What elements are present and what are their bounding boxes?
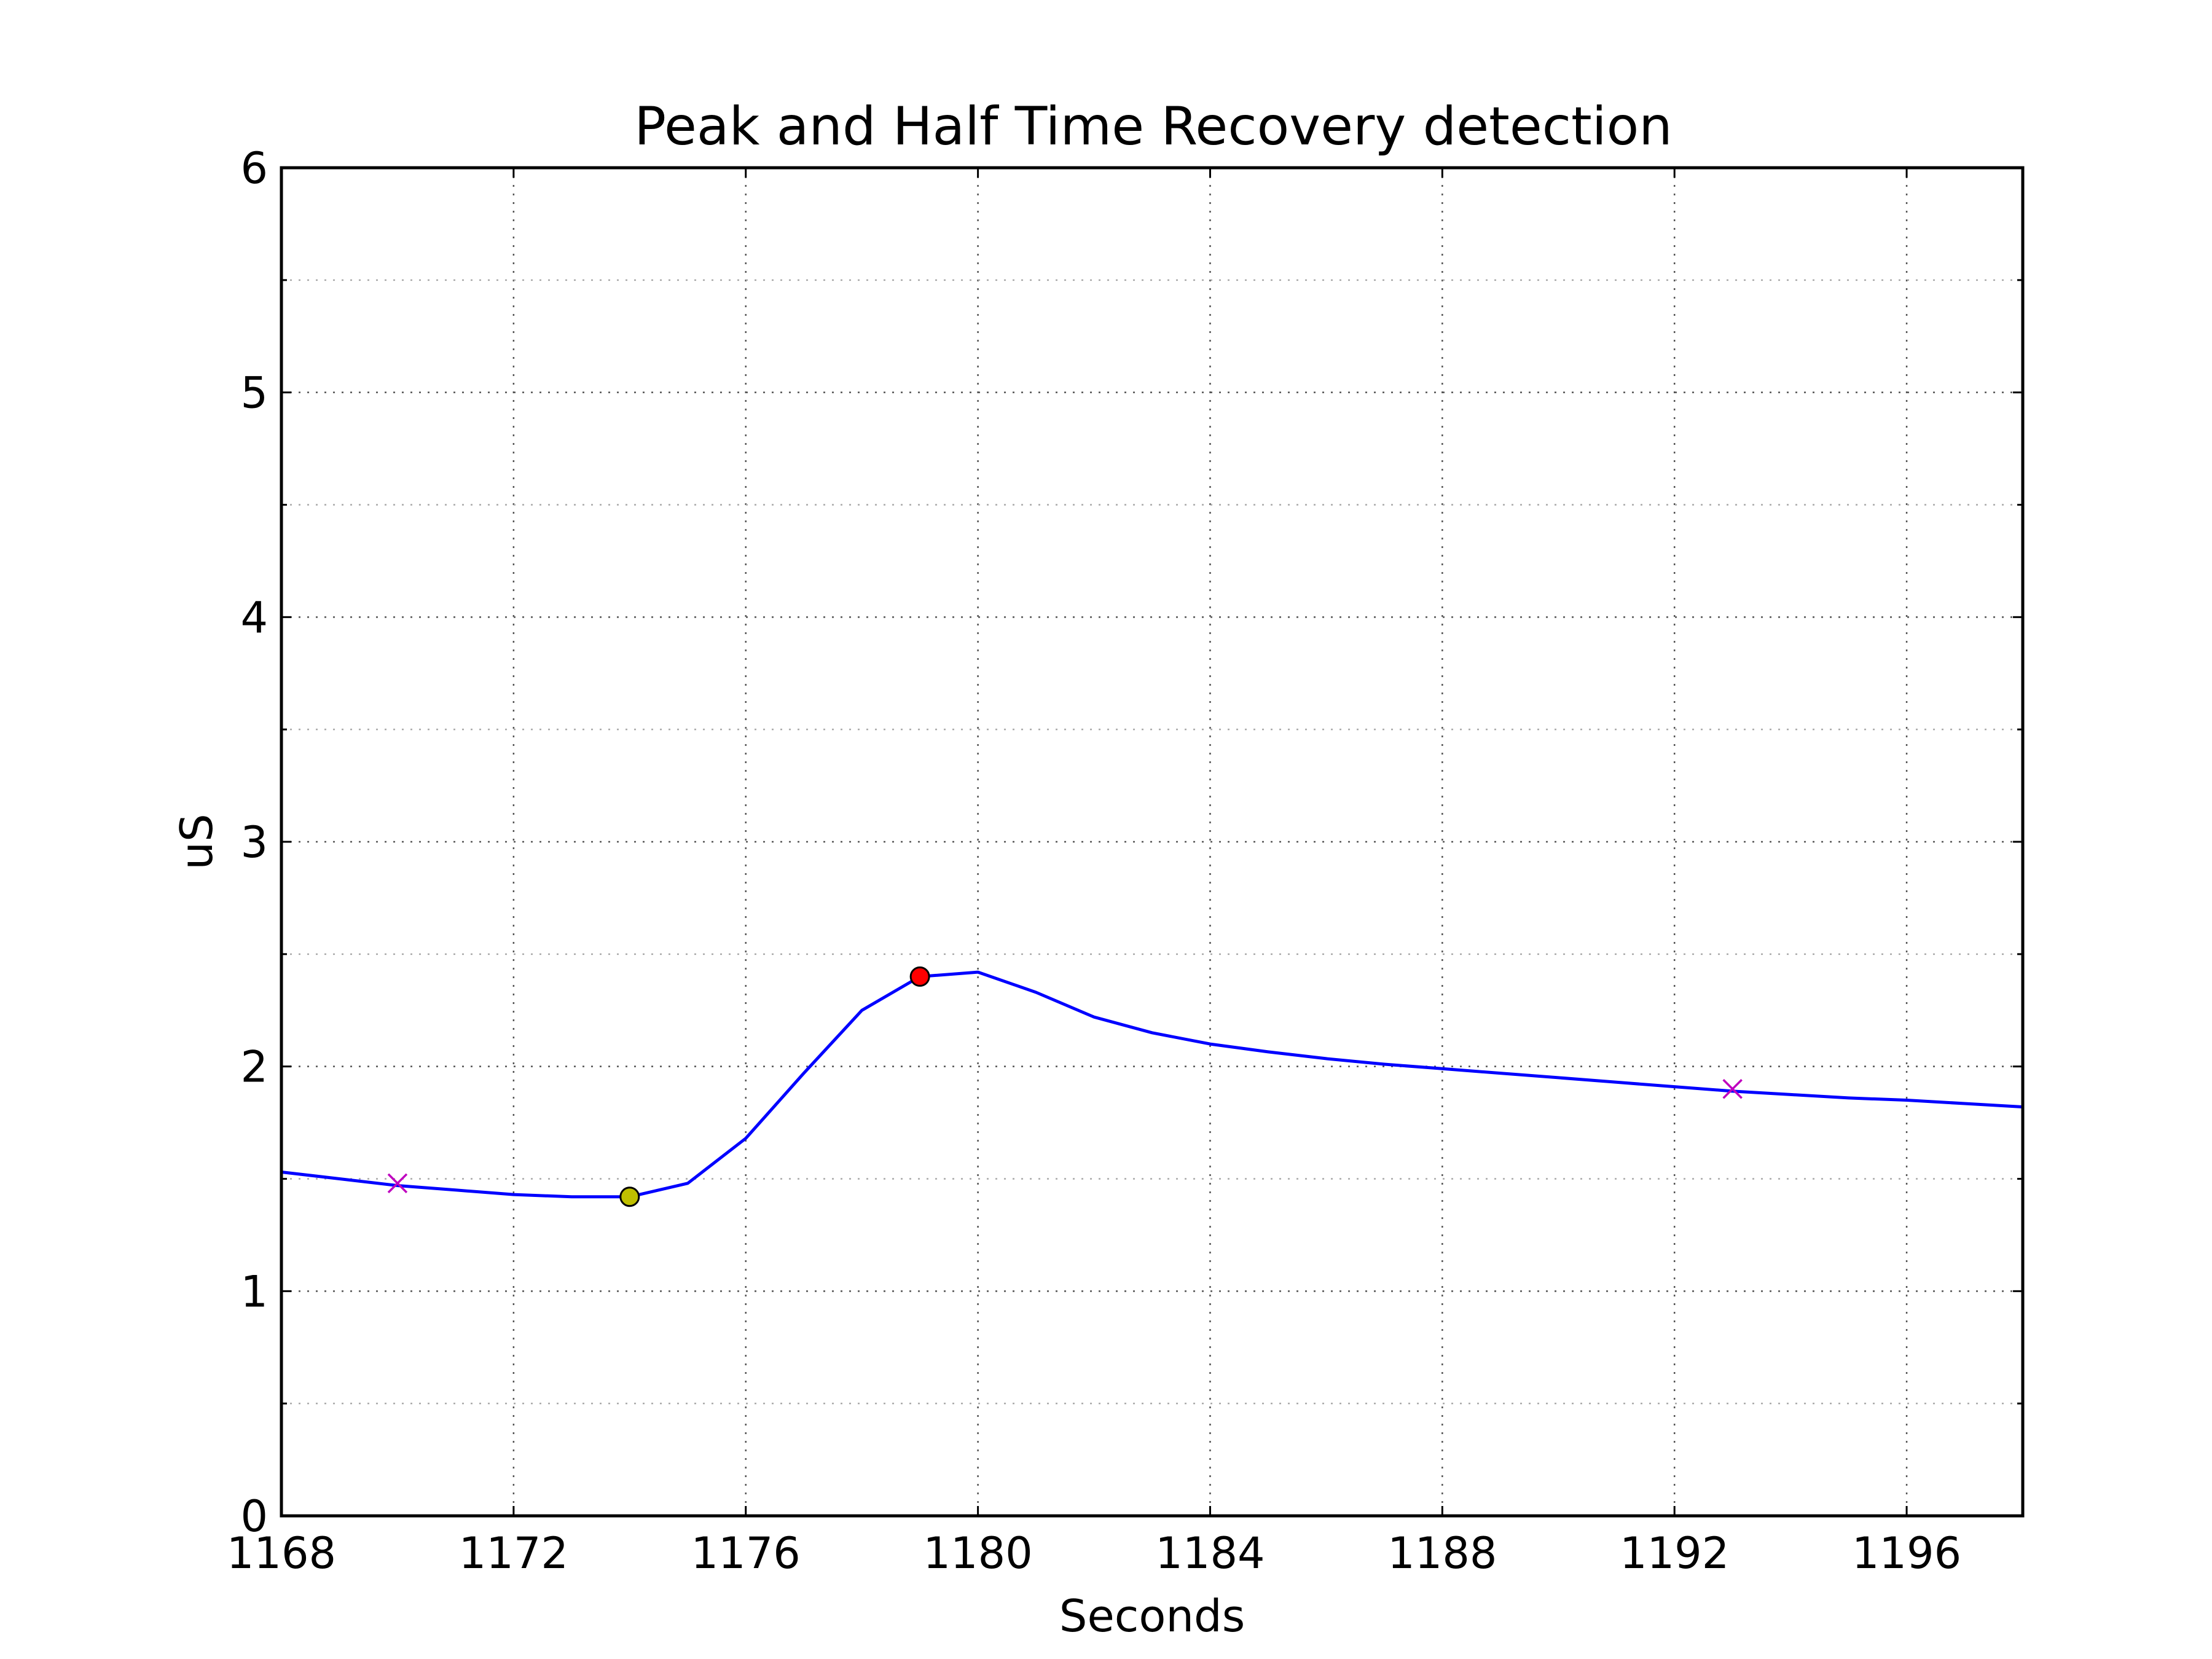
y-tick-label: 4 — [240, 592, 268, 643]
grid — [280, 168, 2023, 1516]
x-tick-label: 1172 — [459, 1528, 568, 1579]
x-tick-label: 1192 — [1620, 1528, 1729, 1579]
x-tick-label: 1184 — [1155, 1528, 1265, 1579]
ticks: 1168 1172 1176 1180 1184 1188 1192 1196 0 1 2 3 4 5 6 — [227, 143, 2023, 1579]
x-marker — [387, 1173, 408, 1194]
y-tick-label: 2 — [240, 1042, 268, 1092]
x-tick-label: 1188 — [1387, 1528, 1497, 1579]
x-tick-label: 1196 — [1852, 1528, 1961, 1579]
y-tick-label: 0 — [240, 1491, 268, 1542]
x-tick-label: 1176 — [691, 1528, 801, 1579]
x-marker-stroke — [387, 1173, 408, 1194]
y-tick-label: 3 — [240, 817, 268, 868]
chart-title: Peak and Half Time Recovery detection — [634, 96, 1673, 157]
series-line — [281, 970, 2023, 1199]
circle-marker — [619, 1186, 640, 1207]
plot-area — [281, 966, 2023, 1207]
x-tick-label: 1180 — [924, 1528, 1033, 1579]
y-tick-label: 6 — [240, 143, 268, 194]
circle-marker — [909, 966, 930, 987]
x-marker-stroke — [1722, 1078, 1743, 1099]
x-tick-label: 1168 — [227, 1528, 336, 1579]
x-marker — [1722, 1078, 1743, 1099]
y-tick-label: 5 — [240, 368, 268, 418]
x-axis-label: Seconds — [1059, 1590, 1245, 1642]
y-tick-label: 1 — [240, 1266, 268, 1317]
y-axis-label: uS — [171, 814, 222, 869]
